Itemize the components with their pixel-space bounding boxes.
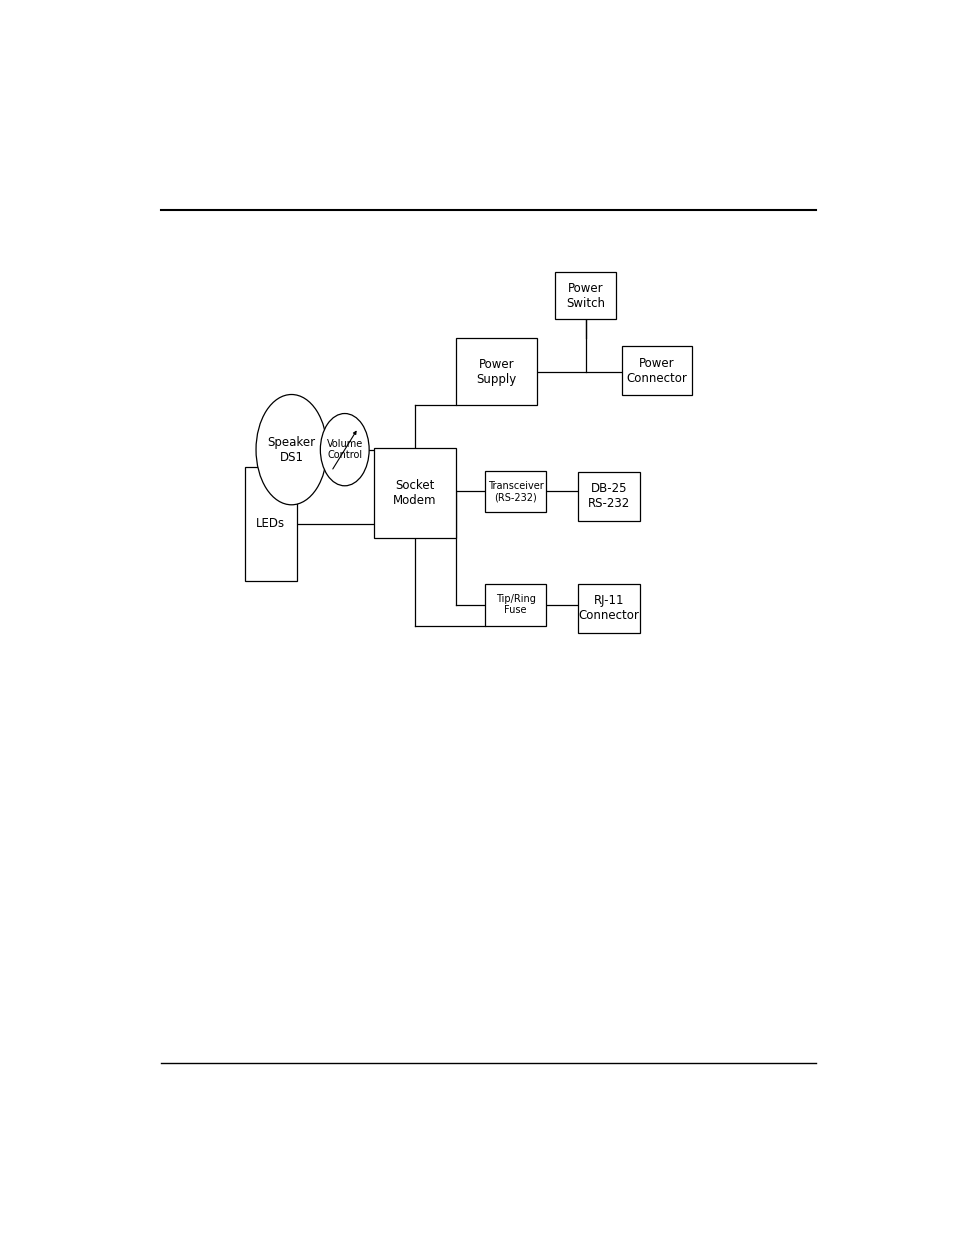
Text: Power
Supply: Power Supply <box>476 358 516 385</box>
Text: DB-25
RS-232: DB-25 RS-232 <box>587 482 630 510</box>
Text: Power
Connector: Power Connector <box>626 357 687 385</box>
FancyBboxPatch shape <box>485 471 545 513</box>
Text: Socket
Modem: Socket Modem <box>393 479 436 506</box>
FancyBboxPatch shape <box>485 584 545 626</box>
Text: RJ-11
Connector: RJ-11 Connector <box>578 594 639 622</box>
Text: Tip/Ring
Fuse: Tip/Ring Fuse <box>496 594 535 615</box>
FancyBboxPatch shape <box>621 346 692 395</box>
Text: Power
Switch: Power Switch <box>566 282 604 310</box>
Text: Volume
Control: Volume Control <box>326 438 362 461</box>
FancyBboxPatch shape <box>374 448 456 538</box>
FancyBboxPatch shape <box>577 472 639 521</box>
Text: LEDs: LEDs <box>256 517 285 530</box>
FancyBboxPatch shape <box>456 338 537 405</box>
Ellipse shape <box>255 394 327 505</box>
Text: Speaker
DS1: Speaker DS1 <box>267 436 315 463</box>
FancyBboxPatch shape <box>555 272 616 320</box>
FancyBboxPatch shape <box>577 584 639 634</box>
FancyBboxPatch shape <box>245 467 296 580</box>
Ellipse shape <box>320 414 369 485</box>
Text: Transceiver
(RS-232): Transceiver (RS-232) <box>487 480 543 503</box>
